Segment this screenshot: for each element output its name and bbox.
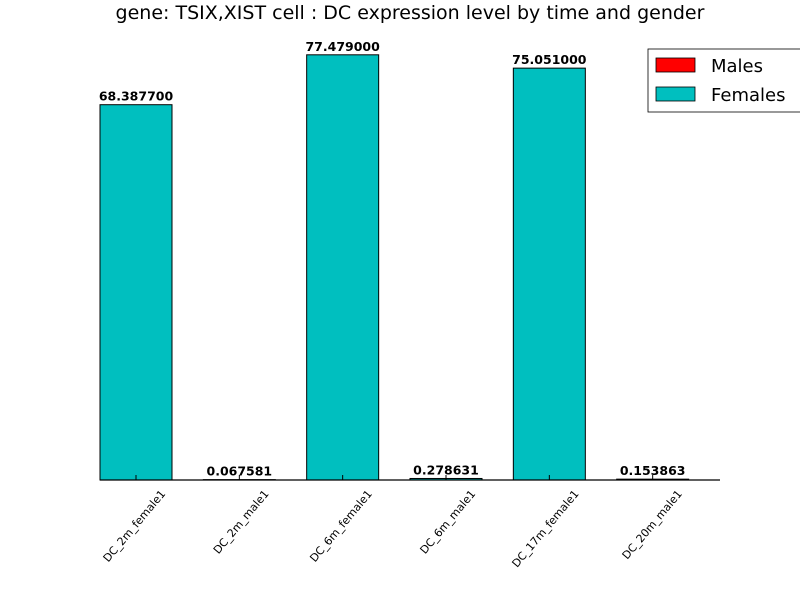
x-tick-label: DC_2m_male1 bbox=[211, 488, 272, 557]
x-tick-label: DC_2m_female1 bbox=[101, 488, 169, 565]
legend-label-females: Females bbox=[711, 85, 785, 106]
bar-value-label: 77.479000 bbox=[305, 39, 380, 54]
chart-title: gene: TSIX,XIST cell : DC expression lev… bbox=[116, 2, 705, 24]
x-ticks-layer: DC_2m_female1 DC_2m_male1 DC_6m_female1 DC_… bbox=[101, 475, 685, 570]
bar-value-label: 75.051000 bbox=[512, 52, 587, 67]
bar-dc-2m-female1 bbox=[99, 104, 173, 481]
x-tick-label: DC_17m_female1 bbox=[509, 488, 581, 571]
bar-value-label: 0.153863 bbox=[620, 463, 686, 478]
legend-label-males: Males bbox=[711, 56, 763, 77]
x-tick-label: DC_20m_male1 bbox=[620, 488, 685, 562]
legend-frame bbox=[647, 48, 800, 113]
bar-value-label: 0.278631 bbox=[413, 462, 479, 477]
legend-swatch-females bbox=[655, 86, 696, 102]
legend: Males Females bbox=[647, 48, 800, 113]
bar-dc-17m-female1 bbox=[512, 67, 586, 481]
bar-dc-6m-female1 bbox=[306, 54, 380, 481]
x-tick-label: DC_6m_male1 bbox=[417, 488, 478, 557]
bar-value-label: 0.067581 bbox=[207, 464, 273, 479]
x-tick-label: DC_6m_female1 bbox=[307, 488, 375, 565]
bar-value-label: 68.387700 bbox=[99, 89, 174, 104]
bars-layer: 68.387700 0.067581 77.479000 0.278631 75.051… bbox=[99, 39, 690, 481]
legend-swatch-males bbox=[655, 57, 696, 73]
